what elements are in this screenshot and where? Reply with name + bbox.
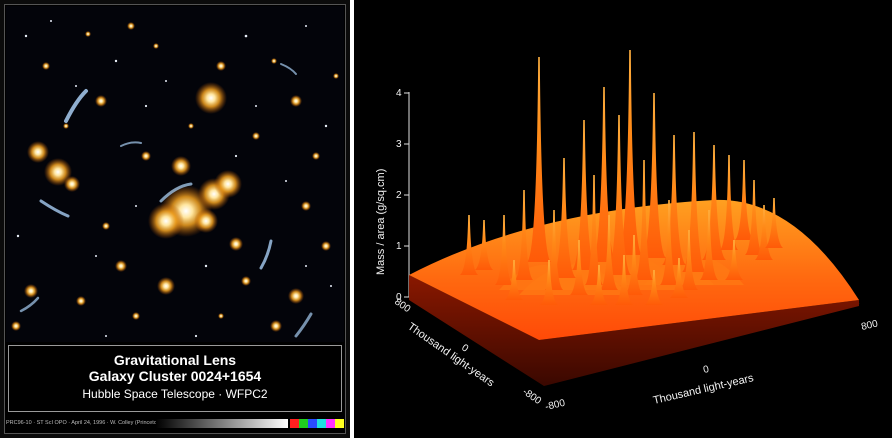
galaxy-cluster-photo bbox=[6, 6, 344, 342]
calibration-strip: PRC96-10 · ST ScI OPO · April 24, 1996 ·… bbox=[6, 417, 344, 429]
z-tick-3: 3 bbox=[396, 139, 402, 150]
z-tick-0: 0 bbox=[396, 292, 402, 303]
calibration-swatch bbox=[335, 419, 344, 428]
mass-peak bbox=[540, 260, 558, 305]
mass-peak bbox=[642, 93, 666, 258]
mass-peak bbox=[660, 200, 678, 285]
mass-peak bbox=[505, 260, 523, 300]
caption-subtitle: Galaxy Cluster 0024+1654 bbox=[88, 368, 262, 384]
mass-peak bbox=[745, 180, 763, 255]
z-tick-4: 4 bbox=[396, 88, 402, 99]
grayscale-ramp bbox=[156, 419, 288, 428]
mass-peak bbox=[720, 155, 738, 250]
mass-peak bbox=[645, 270, 663, 305]
calibration-swatch bbox=[290, 419, 299, 428]
mass-peak bbox=[682, 132, 706, 272]
calibration-swatch bbox=[326, 419, 335, 428]
panel-divider bbox=[350, 0, 354, 438]
mass-peak bbox=[670, 258, 688, 298]
calibration-swatch bbox=[308, 419, 317, 428]
mass-peak bbox=[618, 50, 642, 255]
mass-peak bbox=[662, 135, 686, 265]
mass-peak bbox=[585, 175, 603, 285]
mass-peak bbox=[527, 57, 551, 262]
mass-peak bbox=[765, 198, 783, 248]
mass-peak bbox=[702, 145, 726, 260]
mass-peak bbox=[735, 160, 753, 240]
calibration-swatch bbox=[299, 419, 308, 428]
photo-credit-text: PRC96-10 · ST ScI OPO · April 24, 1996 ·… bbox=[6, 420, 194, 426]
mass-peak bbox=[495, 215, 513, 285]
z-axis-ticks bbox=[404, 92, 409, 298]
mass-peak bbox=[625, 235, 643, 295]
mass-peak bbox=[607, 115, 631, 275]
mass-peak bbox=[615, 255, 633, 305]
mass-peak bbox=[460, 215, 478, 275]
z-tick-2: 2 bbox=[396, 190, 402, 201]
mass-peak bbox=[700, 210, 718, 280]
mass-peak bbox=[515, 190, 533, 280]
mass-peak bbox=[570, 240, 588, 295]
mass-map-panel: 0 1 2 3 4 Mass / area (g/sq.cm) 800 0 -8… bbox=[354, 0, 892, 438]
mass-peak bbox=[572, 120, 596, 270]
mass-peaks bbox=[460, 50, 783, 305]
x-tick-minus-800: -800 bbox=[544, 398, 566, 413]
z-axis-label: Mass / area (g/sq.cm) bbox=[375, 169, 387, 275]
mass-peak bbox=[725, 240, 743, 280]
hubble-panel: Gravitational Lens Galaxy Cluster 0024+1… bbox=[0, 0, 350, 438]
caption-credit: Hubble Space Telescope · WFPC2 bbox=[82, 387, 268, 401]
mass-peak bbox=[680, 230, 698, 290]
mass-surface-plot: 0 1 2 3 4 Mass / area (g/sq.cm) 800 0 -8… bbox=[375, 50, 879, 413]
mass-peak bbox=[600, 215, 618, 290]
x-axis-label: Thousand light-years bbox=[652, 372, 755, 407]
caption-box: Gravitational Lens Galaxy Cluster 0024+1… bbox=[8, 345, 342, 412]
mass-peak bbox=[755, 205, 773, 260]
z-tick-1: 1 bbox=[396, 241, 402, 252]
mass-peak bbox=[545, 210, 563, 290]
calibration-swatch bbox=[317, 419, 326, 428]
x-tick-800: 800 bbox=[860, 318, 879, 333]
x-tick-0: 0 bbox=[702, 364, 710, 376]
mass-peak bbox=[552, 158, 576, 278]
y-tick-minus-800: -800 bbox=[520, 386, 543, 407]
y-tick-0: 0 bbox=[459, 342, 470, 354]
mass-peak bbox=[592, 87, 616, 262]
mass-peak bbox=[635, 160, 653, 280]
mass-peak bbox=[475, 220, 493, 270]
surface-side bbox=[409, 275, 859, 386]
caption-title: Gravitational Lens bbox=[113, 352, 237, 368]
mass-peak bbox=[590, 265, 608, 305]
